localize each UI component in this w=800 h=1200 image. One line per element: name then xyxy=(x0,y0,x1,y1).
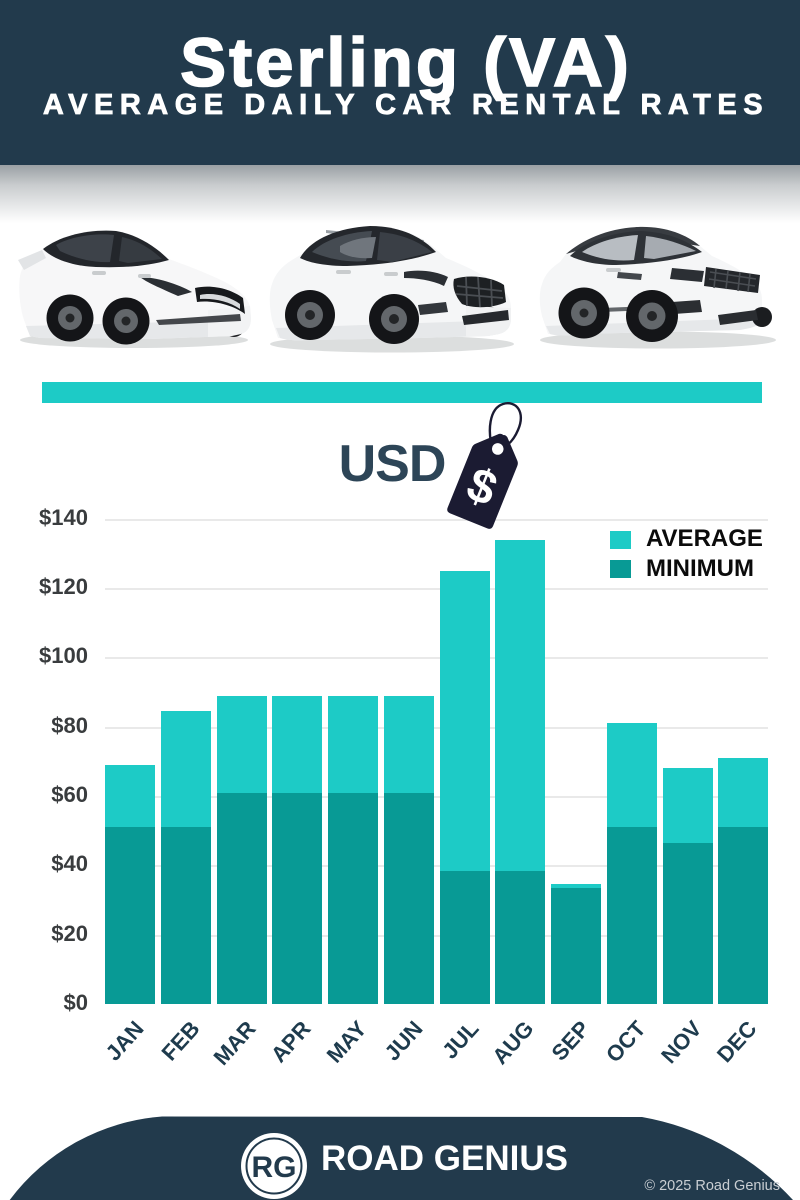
svg-text:RG: RG xyxy=(252,1151,297,1184)
svg-text:ROAD GENIUS: ROAD GENIUS xyxy=(321,1139,568,1178)
svg-text:© 2025 Road Genius: © 2025 Road Genius xyxy=(644,1178,780,1194)
